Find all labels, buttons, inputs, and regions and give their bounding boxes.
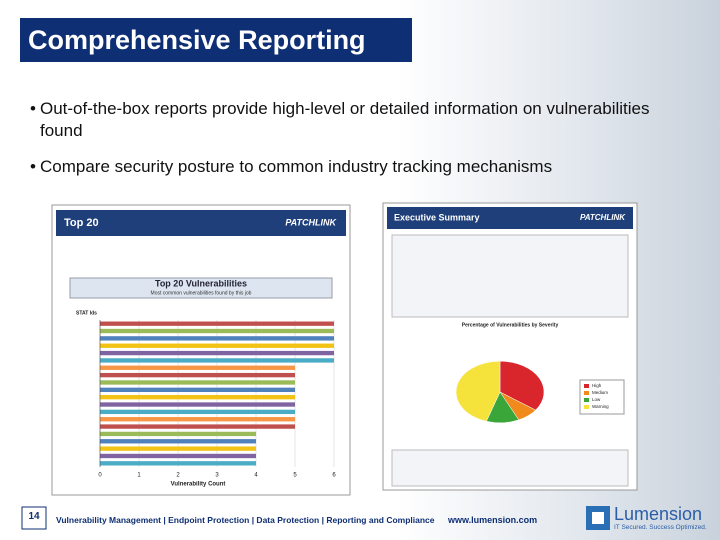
x-tick-label: 1 — [137, 473, 141, 479]
pie-slice — [499, 360, 545, 411]
bar — [100, 439, 256, 444]
slide-title: Comprehensive Reporting — [20, 18, 412, 62]
tagline: Vulnerability Management | Endpoint Prot… — [56, 515, 435, 525]
page-box — [21, 506, 47, 530]
bar — [100, 424, 295, 429]
report-header-text: Executive Summary — [394, 212, 480, 222]
chart-subtitle: Most common vulnerabilities found by thi… — [151, 290, 252, 296]
info-table — [391, 234, 629, 318]
bullet: Out-of-the-box reports provide high-leve… — [30, 98, 680, 142]
bar — [100, 431, 256, 437]
legend-label: High — [592, 383, 602, 388]
chart-title: Top 20 Vulnerabilities — [155, 278, 247, 288]
legend-label: Low — [592, 397, 601, 402]
x-tick-label: 5 — [293, 473, 297, 479]
bullet: Compare security posture to common indus… — [30, 156, 680, 178]
page-number: 14 — [28, 511, 40, 522]
report-frame — [51, 204, 351, 496]
chart-title: Percentage of Vulnerabilities by Severit… — [462, 322, 559, 328]
bar — [100, 380, 295, 385]
x-tick-label: 2 — [176, 473, 180, 479]
legend-swatch — [584, 384, 589, 388]
bar — [100, 328, 334, 334]
logo-text: Lumension — [614, 504, 703, 524]
x-tick-label: 4 — [254, 473, 258, 479]
bar — [100, 461, 256, 466]
chart-title-box — [69, 277, 333, 299]
pie-slice — [455, 360, 501, 422]
logo-icon — [592, 512, 604, 524]
bar — [100, 321, 334, 326]
axis-label: Vulnerability Count — [171, 482, 226, 488]
bar — [100, 365, 295, 370]
bar — [100, 417, 295, 422]
bar — [100, 409, 295, 415]
legend-label: Warning — [592, 404, 609, 409]
bar — [100, 446, 256, 451]
summary-table — [391, 449, 629, 487]
axis-label: STAT Ids — [76, 310, 97, 316]
bar — [100, 372, 295, 378]
bar — [100, 453, 256, 459]
bar — [100, 336, 334, 341]
brand: PATCHLINK — [580, 213, 626, 222]
bar — [100, 402, 295, 407]
legend-label: Medium — [592, 390, 608, 395]
bar — [100, 358, 334, 363]
bar — [100, 350, 334, 356]
slogan: IT Secured. Success Optimized. — [614, 524, 707, 531]
bar — [100, 395, 295, 400]
x-tick-label: 6 — [332, 473, 336, 479]
bar — [100, 343, 334, 348]
x-tick-label: 3 — [215, 473, 219, 479]
legend-swatch — [584, 398, 589, 402]
legend-swatch — [584, 391, 589, 395]
legend-swatch — [584, 405, 589, 409]
x-tick-label: 0 — [98, 473, 102, 479]
report-header — [387, 207, 633, 229]
report-header-text: Top 20 — [64, 217, 99, 229]
bar — [100, 387, 295, 392]
brand: PATCHLINK — [285, 217, 337, 227]
report-header — [56, 210, 346, 236]
url: www.lumension.com — [448, 515, 538, 525]
